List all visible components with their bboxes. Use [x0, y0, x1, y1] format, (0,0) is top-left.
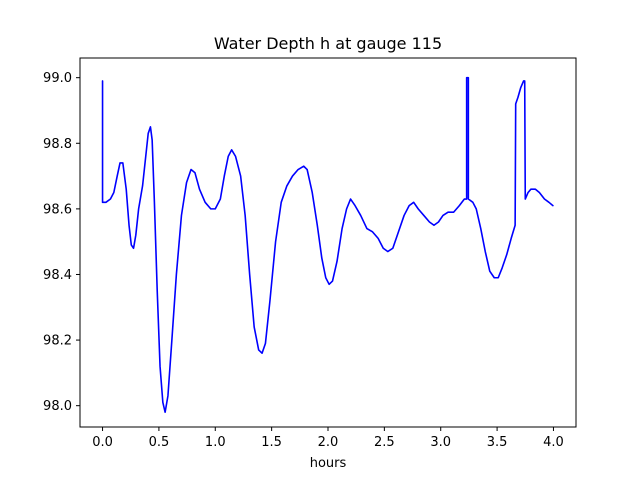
- x-tick-label: 1.0: [205, 435, 226, 450]
- y-tick-label: 99.0: [43, 71, 72, 86]
- y-tick-label: 98.8: [43, 137, 72, 152]
- x-axis: 0.0 0.5 1.0 1.5 2.0 2.5 3.0 3.5 4.0: [92, 427, 564, 450]
- y-tick-label: 98.4: [43, 268, 72, 283]
- x-tick-label: 1.5: [261, 435, 282, 450]
- x-tick-label: 2.5: [374, 435, 395, 450]
- y-tick-label: 98.6: [43, 202, 72, 217]
- y-tick-label: 98.0: [43, 399, 72, 414]
- y-axis: 98.0 98.2 98.4 98.6 98.8 99.0: [43, 71, 80, 414]
- plot-area: [80, 58, 576, 427]
- series-line: [101, 76, 554, 414]
- x-tick-label: 2.0: [318, 435, 339, 450]
- chart-title: Water Depth h at gauge 115: [214, 34, 442, 53]
- x-axis-label: hours: [310, 456, 347, 471]
- series-layer: [101, 76, 554, 414]
- x-tick-label: 3.5: [487, 435, 508, 450]
- x-tick-label: 0.0: [92, 435, 113, 450]
- x-tick-label: 0.5: [149, 435, 170, 450]
- x-tick-label: 3.0: [430, 435, 451, 450]
- x-tick-label: 4.0: [543, 435, 564, 450]
- y-tick-label: 98.2: [43, 334, 72, 349]
